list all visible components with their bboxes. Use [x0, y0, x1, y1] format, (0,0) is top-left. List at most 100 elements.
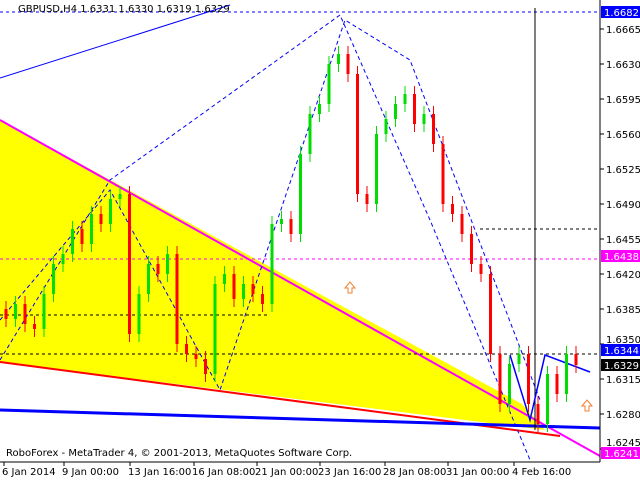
candle-body [441, 144, 445, 204]
chart-header: GBPUSD,H4 1.6331 1.6330 1.6319 1.6329 [18, 4, 230, 15]
candle-body [289, 219, 293, 234]
y-tick-label: 1.6595 [606, 95, 640, 106]
candles [4, 46, 578, 432]
candle-body [128, 194, 131, 334]
candle-body [327, 64, 331, 104]
candle-body [166, 254, 169, 274]
y-tick-label: 1.6455 [606, 235, 640, 246]
candle-body [299, 154, 302, 234]
price-label-bg [601, 344, 640, 356]
arrow-up-icon [343, 281, 357, 294]
candle-body [508, 364, 511, 404]
price-label: 1.6682 [604, 8, 639, 19]
candle-body [432, 114, 435, 144]
x-tick-label: 13 Jan 16:00 [128, 467, 191, 478]
candle-body [194, 354, 198, 359]
y-tick-label: 1.6490 [606, 200, 640, 211]
x-tick-label: 9 Jan 00:00 [62, 467, 119, 478]
candle-body [479, 264, 483, 274]
candle-body [470, 234, 473, 264]
candle-body [460, 214, 464, 234]
price-label-bg [601, 447, 640, 459]
y-tick-label: 1.6315 [606, 375, 640, 386]
candle-body [394, 104, 397, 119]
candle-body [147, 264, 150, 294]
candle-body [109, 199, 112, 224]
candle-body [223, 274, 226, 284]
y-tick-label: 1.6350 [606, 335, 640, 346]
price-label: 1.6241 [604, 449, 639, 460]
x-tick-label: 23 Jan 16:00 [318, 467, 381, 478]
candle-body [156, 264, 160, 274]
candle-body [14, 304, 17, 319]
candle-body [33, 324, 36, 329]
y-tick-label: 1.6245 [606, 438, 640, 449]
candle-body [422, 114, 426, 124]
candle-body [52, 264, 55, 294]
candle-body [356, 74, 359, 194]
candle-body [517, 354, 521, 364]
x-tick-label: 4 Feb 16:00 [512, 467, 571, 478]
candle-body [365, 194, 369, 204]
arrow-up-icon [580, 399, 594, 412]
candle-body [232, 274, 236, 299]
candle-body [489, 274, 492, 354]
price-label: 1.6438 [604, 252, 639, 263]
candle-body [527, 354, 530, 404]
candle-body [90, 214, 93, 244]
x-tick-label: 6 Jan 2014 [2, 467, 56, 478]
candle-body [204, 359, 207, 374]
candle-body [118, 194, 122, 199]
copyright-text: RoboForex - MetaTrader 4, © 2001-2013, M… [6, 448, 353, 459]
y-tick-label: 1.6560 [606, 130, 640, 141]
candle-body [308, 114, 312, 154]
candle-body [413, 94, 416, 124]
candle-body [175, 254, 179, 344]
candle-body [242, 284, 245, 299]
x-tick-label: 28 Jan 08:00 [383, 467, 446, 478]
candle-body [536, 404, 540, 424]
price-label-bg [601, 6, 640, 18]
candle-body [565, 354, 568, 394]
candle-body [185, 344, 188, 354]
candle-body [555, 374, 559, 394]
candle-body [498, 354, 502, 404]
candle-body [137, 294, 141, 334]
symbol-label: GBPUSD,H4 [18, 4, 78, 15]
candle-body [99, 214, 103, 224]
candle-body [71, 229, 74, 254]
time-axis: 6 Jan 2014 9 Jan 00:00 13 Jan 16:00 16 Jan … [2, 462, 571, 478]
blue-trendline [0, 408, 601, 430]
candle-body [346, 54, 350, 74]
candle-body [4, 309, 8, 319]
price-axis: 1.6665 1.6630 1.6595 1.6560 1.6525 1.6490 1.64… [0, 0, 640, 463]
candle-body [61, 254, 65, 264]
candle-body [451, 204, 454, 214]
candle-body [213, 284, 217, 374]
price-label: 1.6329 [604, 361, 639, 372]
candle-body [261, 294, 264, 304]
x-tick-label: 21 Jan 00:00 [255, 467, 318, 478]
candle-body [318, 104, 321, 114]
x-tick-label: 31 Jan 00:00 [446, 467, 509, 478]
y-tick-label: 1.6525 [606, 165, 640, 176]
candle-body [280, 219, 283, 224]
y-tick-label: 1.6280 [606, 410, 640, 421]
candle-body [375, 134, 378, 204]
candle-body [337, 54, 340, 64]
y-tick-label: 1.6630 [606, 60, 640, 71]
candle-body [80, 229, 84, 244]
candle-body [23, 304, 27, 324]
price-label-bg [601, 250, 640, 262]
candle-body [574, 354, 578, 365]
candle-body [42, 294, 46, 329]
candle-body [251, 284, 255, 294]
price-label-bg [601, 359, 640, 371]
y-tick-label: 1.6385 [606, 305, 640, 316]
candle-body [546, 374, 549, 424]
ohlc-label: 1.6331 1.6330 1.6319 1.6329 [80, 4, 230, 15]
candle-body [403, 94, 407, 104]
y-tick-label: 1.6665 [606, 25, 640, 36]
